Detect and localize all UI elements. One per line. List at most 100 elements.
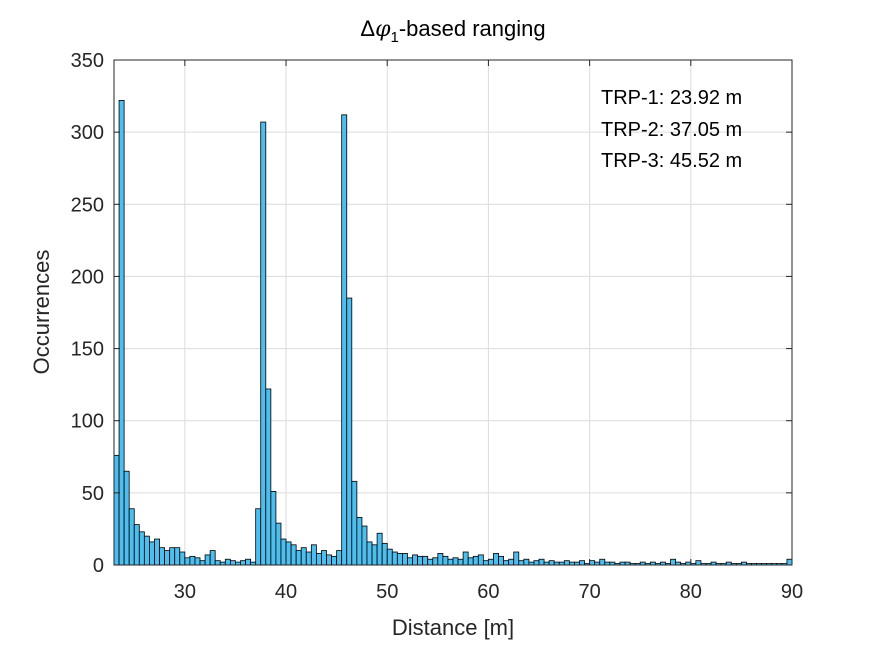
y-tick-label: 100 bbox=[71, 411, 104, 433]
histogram-bars bbox=[113, 100, 793, 566]
histogram-bar bbox=[159, 547, 165, 566]
y-tick-labels: 0 50 100 150 200 250 300 350 bbox=[71, 50, 104, 577]
histogram-bar bbox=[336, 550, 343, 566]
histogram-bar bbox=[396, 553, 403, 566]
histogram-bar bbox=[275, 522, 282, 566]
histogram-bar bbox=[533, 560, 540, 566]
y-tick-label: 150 bbox=[71, 339, 104, 361]
histogram-bar bbox=[563, 560, 570, 566]
histogram-bar bbox=[402, 553, 408, 566]
histogram-bar bbox=[361, 525, 368, 566]
histogram-bar bbox=[143, 535, 150, 566]
histogram-bar bbox=[376, 532, 383, 566]
histogram-bar bbox=[366, 541, 373, 566]
x-tick-labels: 30 40 50 60 70 80 90 bbox=[174, 581, 803, 603]
histogram-bar bbox=[290, 544, 297, 566]
histogram-bar bbox=[149, 541, 155, 566]
histogram-bar bbox=[204, 554, 211, 566]
histogram-bar bbox=[270, 491, 277, 566]
histogram-bar bbox=[189, 555, 196, 566]
histogram-bar bbox=[164, 550, 171, 566]
histogram-bar bbox=[138, 531, 145, 566]
y-tick-label: 0 bbox=[93, 555, 104, 577]
x-tick-label: 70 bbox=[578, 581, 600, 603]
histogram-bar bbox=[407, 557, 413, 566]
y-axis-label: Occurrences bbox=[29, 250, 54, 375]
histogram-bar bbox=[245, 558, 252, 566]
histogram-bar bbox=[224, 558, 231, 566]
histogram-bar bbox=[209, 550, 216, 566]
histogram-bar bbox=[169, 547, 176, 566]
histogram-bar bbox=[452, 557, 459, 566]
histogram-bar bbox=[442, 555, 449, 566]
annotation-trp-3: TRP-3: 45.52 m bbox=[601, 150, 742, 172]
histogram-bar bbox=[599, 558, 606, 566]
histogram-bar bbox=[477, 554, 484, 566]
annotation-trp-2: TRP-2: 37.05 m bbox=[601, 119, 742, 141]
histogram-bar bbox=[523, 558, 530, 566]
plot-area bbox=[114, 60, 792, 565]
x-tick-label: 80 bbox=[680, 581, 702, 603]
histogram-bar bbox=[786, 558, 793, 566]
histogram-bar bbox=[432, 557, 439, 566]
histogram-bar bbox=[457, 558, 464, 566]
histogram-bar bbox=[295, 550, 302, 566]
axis-ticks bbox=[114, 59, 793, 566]
chart-title: Δφ1-based ranging bbox=[360, 16, 545, 46]
histogram-bar bbox=[331, 555, 338, 566]
axes-box bbox=[113, 59, 793, 566]
histogram-bar bbox=[113, 454, 120, 566]
histogram-bar bbox=[513, 551, 520, 566]
histogram-bar bbox=[351, 480, 358, 566]
histogram-bar bbox=[371, 544, 378, 566]
histogram-bar bbox=[326, 554, 332, 566]
x-axis-label: Distance [m] bbox=[392, 615, 514, 640]
histogram-bar bbox=[381, 542, 388, 566]
histogram-bar bbox=[427, 558, 434, 566]
histogram-bar bbox=[412, 554, 418, 566]
histogram-bar bbox=[422, 555, 429, 566]
histogram-bar bbox=[260, 121, 267, 566]
histogram-bar bbox=[133, 524, 140, 566]
histogram-bar bbox=[386, 548, 393, 566]
histogram-bar bbox=[695, 560, 702, 566]
histogram-bar bbox=[503, 560, 510, 566]
histogram-bar bbox=[467, 557, 474, 566]
y-tick-label: 200 bbox=[71, 266, 104, 288]
histogram-bar bbox=[579, 560, 585, 566]
histogram-bar bbox=[280, 538, 287, 566]
y-tick-label: 350 bbox=[71, 50, 104, 72]
x-tick-label: 40 bbox=[275, 581, 297, 603]
histogram-bar bbox=[321, 550, 327, 566]
histogram-bar bbox=[518, 560, 525, 566]
histogram-bar bbox=[589, 560, 596, 566]
histogram-bar bbox=[214, 560, 221, 566]
histogram-bar bbox=[310, 544, 317, 566]
x-tick-label: 90 bbox=[781, 581, 803, 603]
histogram-bar bbox=[199, 560, 206, 566]
y-tick-label: 50 bbox=[82, 483, 104, 505]
histogram-bar bbox=[174, 547, 181, 566]
histogram-bar bbox=[285, 541, 292, 566]
histogram-bar bbox=[255, 508, 262, 566]
histogram-bar bbox=[315, 553, 322, 566]
x-tick-label: 60 bbox=[477, 581, 499, 603]
annotation-box: TRP-1: 23.92 m TRP-2: 37.05 m TRP-3: 45.… bbox=[601, 87, 742, 172]
histogram-bar bbox=[437, 553, 444, 566]
histogram-bar bbox=[128, 508, 135, 566]
histogram-bar bbox=[462, 551, 469, 566]
histogram-bar bbox=[300, 547, 307, 566]
histogram-bar bbox=[194, 557, 201, 566]
histogram-bar bbox=[229, 560, 236, 566]
histogram-bar bbox=[472, 555, 479, 566]
histogram-bar bbox=[341, 114, 348, 566]
histogram-bar bbox=[346, 297, 353, 566]
histogram-bar bbox=[356, 516, 363, 566]
histogram-bar bbox=[538, 558, 545, 566]
histogram-bar bbox=[123, 470, 130, 566]
histogram-bar bbox=[548, 560, 555, 566]
histogram-bar bbox=[391, 551, 398, 566]
x-tick-label: 30 bbox=[174, 581, 196, 603]
histogram-bar bbox=[488, 558, 494, 566]
